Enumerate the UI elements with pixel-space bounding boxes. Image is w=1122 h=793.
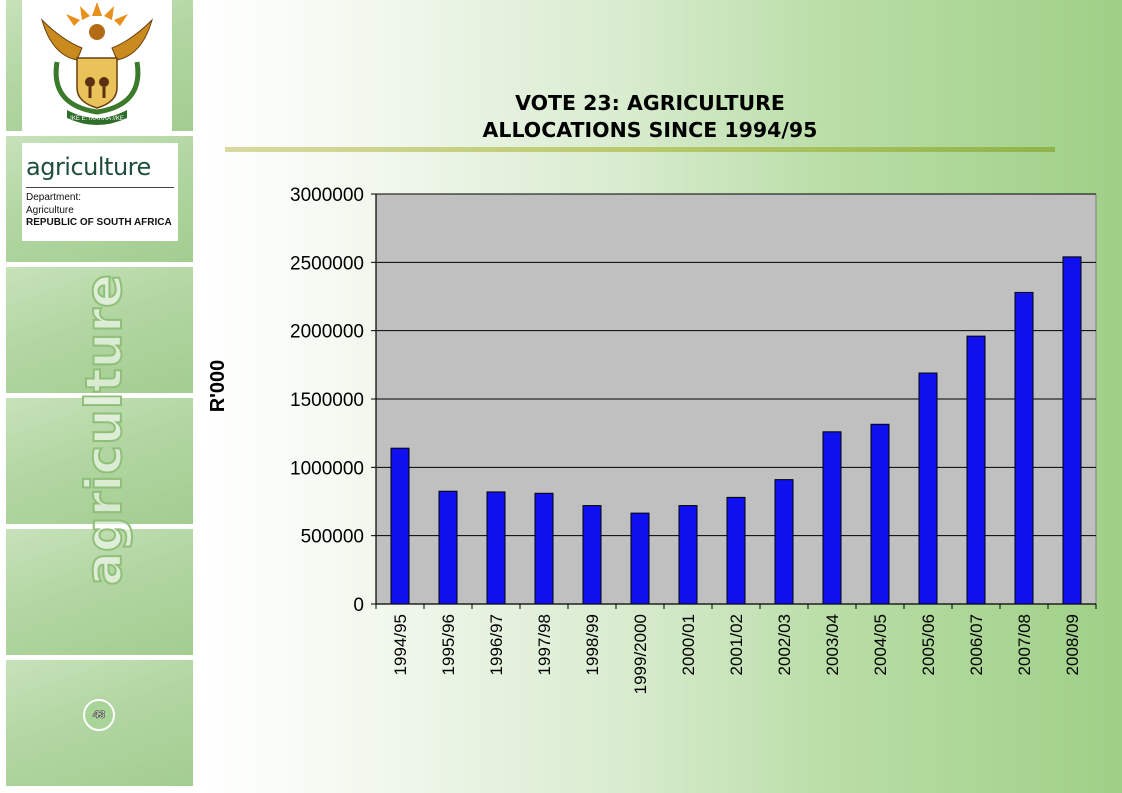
x-tick-label: 2003/04	[823, 614, 842, 675]
logo-department-label: Department:	[26, 192, 82, 203]
bar	[726, 496, 746, 605]
bar	[630, 512, 650, 605]
logo-word: agriculture	[26, 153, 151, 181]
chart-container: 0 500000 1000000 1500000 2000000 2500000 30000…	[200, 170, 1122, 730]
vertical-watermark-text: agriculture	[74, 273, 134, 587]
y-tick-label: 500000	[301, 527, 364, 548]
x-tick-label: 2000/01	[679, 614, 698, 675]
x-tick-label: 2001/02	[727, 614, 746, 675]
y-tick-label: 1500000	[290, 390, 364, 411]
page-number-badge: 43	[83, 699, 115, 731]
bar	[870, 423, 890, 605]
coat-of-arms-logo: !KE E: /XARRA //KE	[22, 0, 172, 131]
x-tick-label: 2005/06	[919, 614, 938, 675]
bar	[438, 490, 458, 605]
x-tick-label: 1995/96	[439, 614, 458, 675]
x-tick-label: 2006/07	[967, 614, 986, 675]
title-line-1: VOTE 23: AGRICULTURE	[515, 91, 785, 115]
bar	[390, 447, 410, 605]
logo-department-name: Agriculture	[26, 205, 74, 216]
crest-motto: !KE E: /XARRA //KE	[70, 116, 124, 122]
bar	[678, 505, 698, 605]
bar-chart: 0 500000 1000000 1500000 2000000 2500000 30000…	[207, 185, 1097, 694]
bar	[774, 479, 794, 605]
department-logo: agriculture Department: Agriculture REPU…	[22, 143, 178, 241]
logo-divider	[26, 187, 174, 188]
vertical-watermark: agriculture	[74, 270, 134, 590]
logo-country-name: REPUBLIC OF SOUTH AFRICA	[26, 217, 172, 228]
title-underline	[225, 147, 1055, 152]
bar	[918, 372, 938, 605]
x-tick-label: 2007/08	[1015, 614, 1034, 675]
bar	[1014, 291, 1034, 605]
bar	[966, 335, 986, 605]
y-tick-label: 2500000	[290, 253, 364, 274]
bar	[534, 492, 554, 605]
y-tick-label: 2000000	[290, 322, 364, 343]
bar	[822, 431, 842, 605]
bar	[1062, 256, 1082, 605]
sidebar: !KE E: /XARRA //KE agriculture Departmen…	[0, 0, 200, 793]
title-line-2: ALLOCATIONS SINCE 1994/95	[482, 118, 818, 142]
sidebar-photo-panel	[6, 267, 193, 393]
chart-title: VOTE 23: AGRICULTURE ALLOCATIONS SINCE 1…	[270, 90, 1030, 144]
y-tick-label: 3000000	[290, 185, 364, 206]
bar	[582, 505, 602, 605]
x-tick-label: 2002/03	[775, 614, 794, 675]
sidebar-photo-panel	[6, 398, 193, 524]
y-tick-label: 1000000	[290, 458, 364, 479]
y-tick-label: 0	[353, 595, 364, 616]
x-tick-label: 1999/2000	[631, 614, 650, 694]
x-tick-label: 1997/98	[535, 614, 554, 675]
y-axis-label: R'000	[207, 360, 229, 413]
bar	[486, 491, 506, 605]
x-tick-label: 1996/97	[487, 614, 506, 675]
x-tick-label: 1998/99	[583, 614, 602, 675]
x-tick-label: 2008/09	[1063, 614, 1082, 675]
x-tick-label: 2004/05	[871, 614, 890, 675]
x-tick-label: 1994/95	[391, 614, 410, 675]
sidebar-photo-panel	[6, 529, 193, 655]
